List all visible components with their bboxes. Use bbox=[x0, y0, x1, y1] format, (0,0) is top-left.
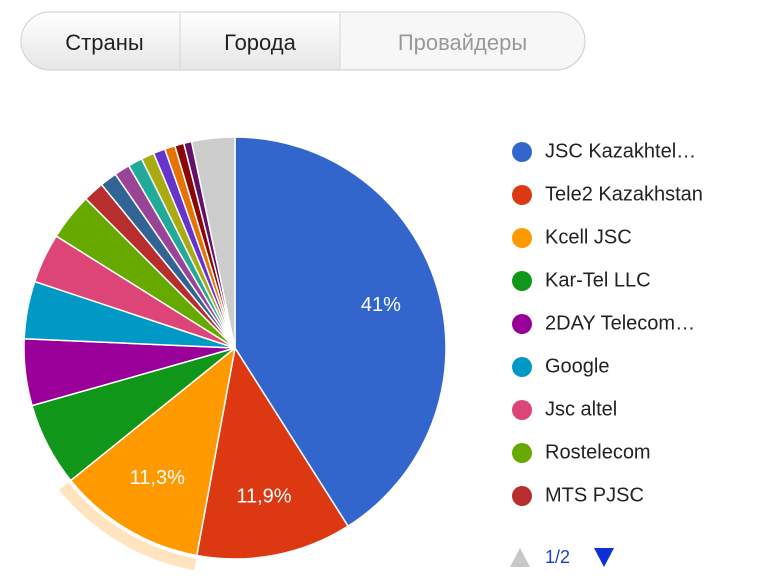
legend-swatch bbox=[512, 357, 532, 377]
legend-label: Tele2 Kazakhstan bbox=[545, 183, 703, 205]
slice bbox=[69, 346, 237, 557]
page-indicator: 1/2 bbox=[545, 547, 570, 567]
page-prev[interactable] bbox=[510, 548, 530, 567]
page-next[interactable] bbox=[594, 548, 614, 567]
pie: 41% 11,9% 11,3% bbox=[23, 136, 447, 571]
legend-label: Kar-Tel LLC bbox=[545, 269, 651, 291]
legend: JSC Kazakhtel… Tele2 Kazakhstan Kcell JSC K… bbox=[510, 140, 703, 567]
legend-label: Rostelecom bbox=[545, 441, 651, 463]
slice-label: 41% bbox=[361, 294, 401, 316]
slice bbox=[195, 345, 350, 560]
legend-swatch bbox=[512, 271, 532, 291]
legend-swatch bbox=[512, 400, 532, 420]
tab[interactable]: Страны bbox=[65, 30, 143, 55]
slice bbox=[190, 136, 236, 349]
legend-swatch bbox=[512, 142, 532, 162]
tab[interactable]: Города bbox=[224, 30, 297, 55]
tab[interactable]: Провайдеры bbox=[398, 30, 527, 55]
legend-swatch bbox=[512, 486, 532, 506]
slice-label: 11,3% bbox=[130, 467, 185, 489]
legend-label: Jsc altel bbox=[545, 398, 617, 420]
legend-swatch bbox=[512, 228, 532, 248]
legend-label: Kcell JSC bbox=[545, 226, 632, 248]
tab-bar: Страны Города Провайдеры bbox=[20, 11, 586, 71]
slice-highlight bbox=[59, 482, 197, 571]
legend-swatch bbox=[512, 185, 532, 205]
legend-swatch bbox=[512, 314, 532, 334]
slice bbox=[234, 136, 447, 528]
legend-label: Google bbox=[545, 355, 610, 377]
tab-active-bg bbox=[340, 13, 584, 69]
legend-label: MTS PJSC bbox=[545, 484, 644, 506]
legend-swatch bbox=[512, 443, 532, 463]
legend-label: JSC Kazakhtel… bbox=[545, 140, 696, 162]
slice-label: 11,9% bbox=[236, 485, 291, 507]
legend-label: 2DAY Telecom… bbox=[545, 312, 695, 334]
